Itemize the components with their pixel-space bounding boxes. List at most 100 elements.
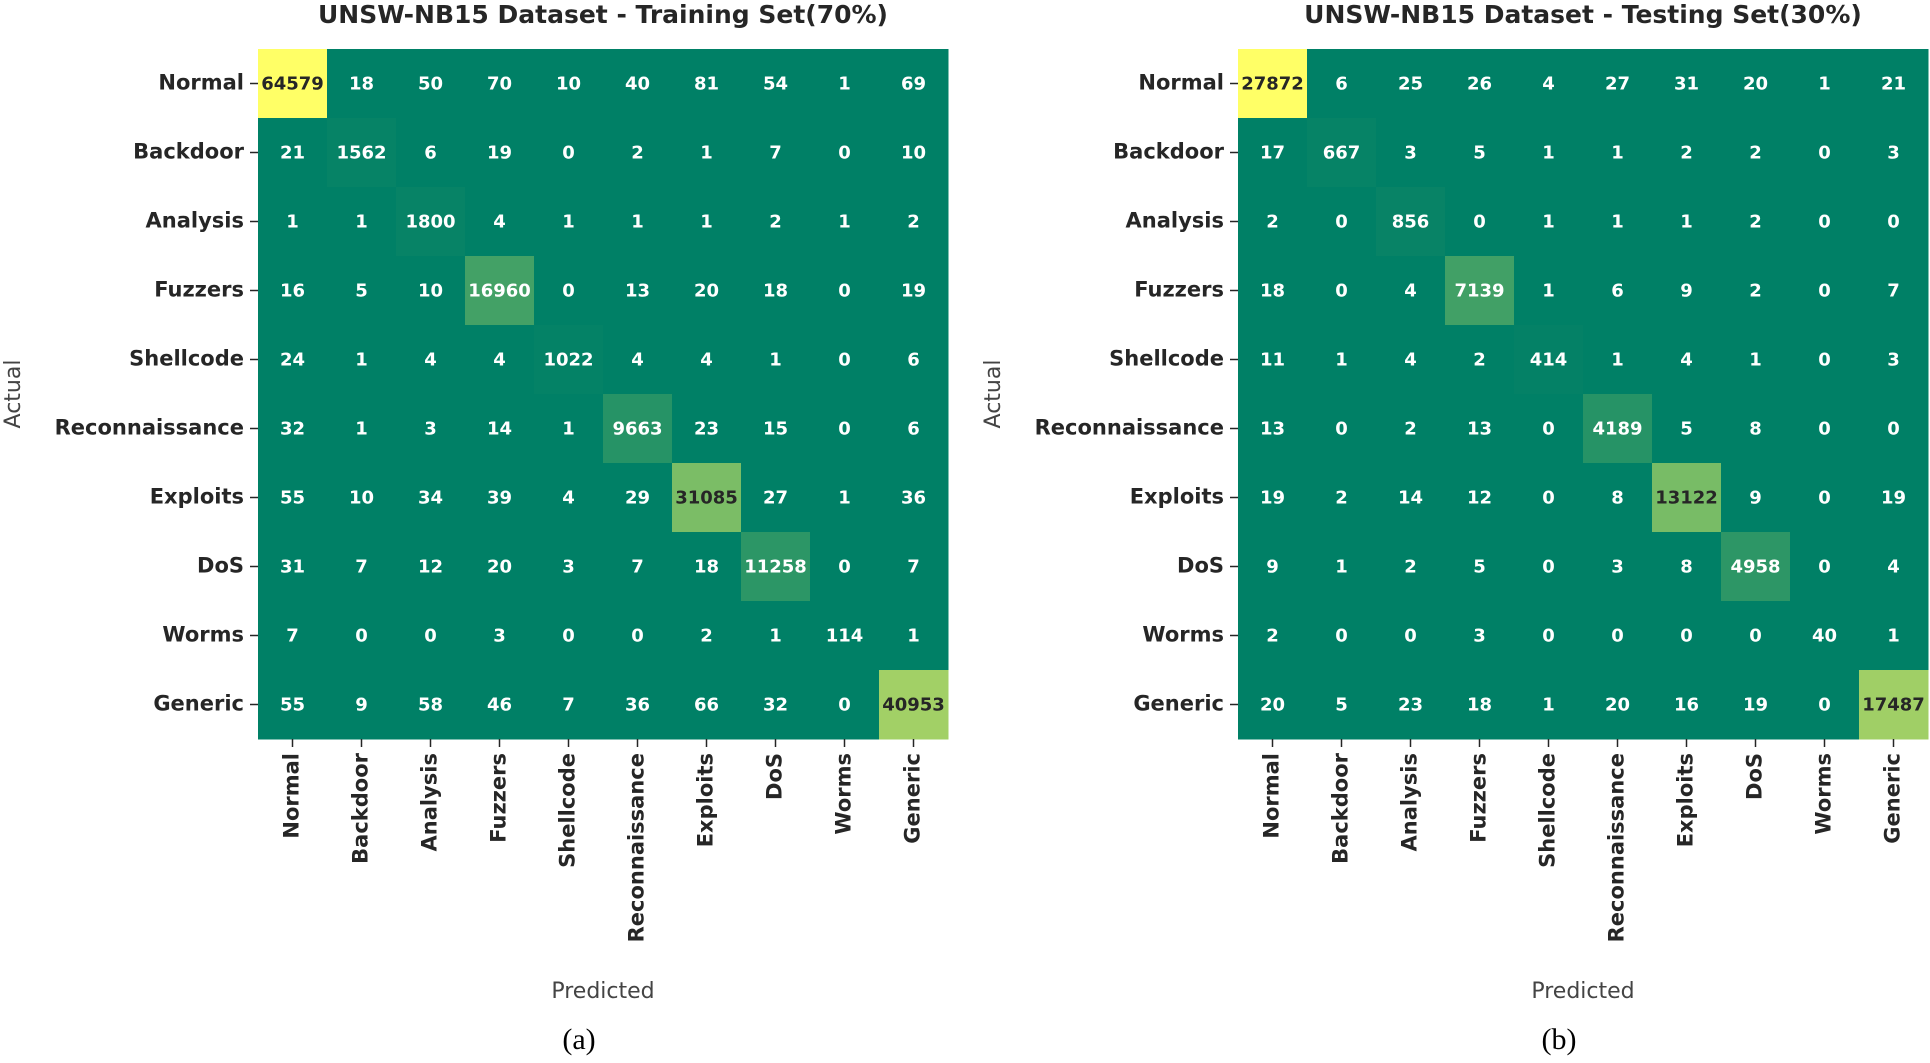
cell — [327, 394, 397, 464]
cell-label: 6 — [907, 419, 920, 440]
cell — [1583, 325, 1653, 395]
cell — [1307, 49, 1377, 119]
cell — [810, 601, 880, 671]
cell-label: 31085 — [675, 488, 738, 509]
cell — [672, 532, 742, 602]
cell-label: 0 — [1680, 626, 1693, 647]
cell-label: 14 — [1398, 488, 1423, 509]
cell-label: 70 — [487, 74, 512, 95]
cell — [741, 532, 811, 602]
y-tick-label: Backdoor — [133, 140, 244, 164]
cell-label: 1 — [1335, 350, 1348, 371]
cell — [396, 187, 466, 257]
cell-label: 0 — [1749, 626, 1762, 647]
cell-label: 6 — [1611, 281, 1624, 302]
cell — [327, 118, 397, 188]
cell — [327, 670, 397, 740]
cell-label: 64579 — [261, 74, 324, 95]
cell — [258, 187, 328, 257]
cell-label: 1 — [562, 212, 575, 233]
cell-label: 55 — [280, 695, 305, 716]
x-tick-label: Shellcode — [1536, 753, 1560, 868]
cell-label: 7 — [1887, 281, 1900, 302]
y-tick-label: Normal — [1138, 71, 1224, 95]
cell — [1583, 187, 1653, 257]
cell-label: 29 — [625, 488, 650, 509]
cell-label: 18 — [1260, 281, 1285, 302]
cell — [1376, 601, 1446, 671]
cell-label: 7 — [355, 557, 368, 578]
cell — [1859, 187, 1929, 257]
cell — [672, 325, 742, 395]
cell — [465, 49, 535, 119]
cell — [396, 325, 466, 395]
cell-label: 26 — [1467, 74, 1492, 95]
cell — [1445, 394, 1515, 464]
cell-label: 1 — [1542, 281, 1555, 302]
cell — [1652, 49, 1722, 119]
cell-label: 0 — [1818, 419, 1831, 440]
y-tick-label: Shellcode — [129, 347, 244, 371]
cell — [1790, 187, 1860, 257]
cell — [810, 256, 880, 326]
cell — [1583, 256, 1653, 326]
cell — [603, 49, 673, 119]
cell-label: 0 — [1818, 281, 1831, 302]
cell-label: 7 — [631, 557, 644, 578]
cell — [879, 670, 949, 740]
cell-label: 0 — [838, 695, 851, 716]
cell — [1376, 325, 1446, 395]
cell — [534, 256, 604, 326]
cell-label: 9 — [1680, 281, 1693, 302]
cell-label: 31 — [280, 557, 305, 578]
cell — [1859, 325, 1929, 395]
x-tick-label: Backdoor — [1329, 752, 1353, 863]
cell — [1238, 463, 1308, 533]
cell — [534, 325, 604, 395]
cell — [1652, 187, 1722, 257]
x-tick-label: Reconnaissance — [1605, 753, 1629, 942]
cell-label: 54 — [763, 74, 788, 95]
x-tick-label: Generic — [901, 753, 925, 844]
cell — [1376, 187, 1446, 257]
cell — [1790, 670, 1860, 740]
cell-label: 2 — [1335, 488, 1348, 509]
cell-label: 1 — [1818, 74, 1831, 95]
x-tick-label: DoS — [763, 753, 787, 800]
cell-label: 0 — [1887, 212, 1900, 233]
chart-title: UNSW-NB15 Dataset - Testing Set(30%) — [1304, 0, 1862, 29]
cell-label: 5 — [1680, 419, 1693, 440]
cell-label: 40 — [1812, 626, 1837, 647]
cell-label: 2 — [1749, 281, 1762, 302]
cell-label: 1562 — [336, 143, 386, 164]
cell — [327, 532, 397, 602]
cell-label: 4 — [700, 350, 713, 371]
cell — [1445, 463, 1515, 533]
cell — [258, 325, 328, 395]
cell — [1514, 601, 1584, 671]
cell-label: 6 — [424, 143, 437, 164]
cell — [1583, 394, 1653, 464]
cell-label: 17 — [1260, 143, 1285, 164]
cell — [1652, 118, 1722, 188]
cell — [1307, 256, 1377, 326]
cell-label: 1 — [355, 212, 368, 233]
cell — [741, 256, 811, 326]
cell-label: 12 — [1467, 488, 1492, 509]
cell-label: 8 — [1611, 488, 1624, 509]
cell — [1721, 187, 1791, 257]
cell-label: 4189 — [1592, 419, 1642, 440]
cell — [672, 49, 742, 119]
cell — [327, 601, 397, 671]
cell — [879, 49, 949, 119]
cell — [465, 532, 535, 602]
cell-label: 0 — [1887, 419, 1900, 440]
cell — [1514, 187, 1584, 257]
cell-label: 17487 — [1862, 695, 1925, 716]
cell-label: 1 — [907, 626, 920, 647]
cell-label: 1 — [700, 143, 713, 164]
cell-label: 18 — [349, 74, 374, 95]
cell-label: 1 — [1887, 626, 1900, 647]
y-tick-label: Generic — [1133, 692, 1224, 716]
cell — [534, 187, 604, 257]
